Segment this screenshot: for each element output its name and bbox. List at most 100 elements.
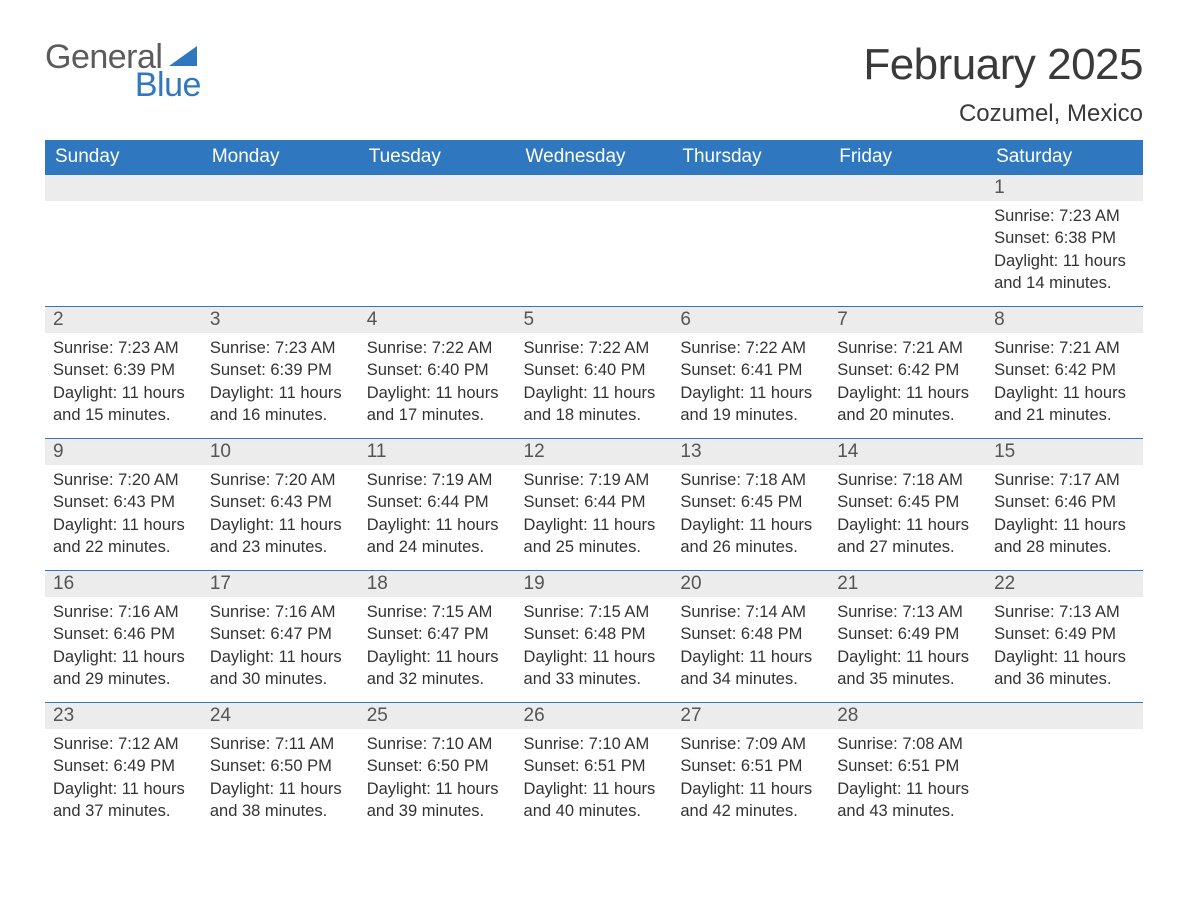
day-body: [672, 201, 829, 261]
day-cell: 6Sunrise: 7:22 AMSunset: 6:41 PMDaylight…: [672, 307, 829, 439]
day-body: Sunrise: 7:22 AMSunset: 6:40 PMDaylight:…: [516, 333, 673, 434]
sunset-line: Sunset: 6:46 PM: [53, 623, 194, 645]
day-body: Sunrise: 7:09 AMSunset: 6:51 PMDaylight:…: [672, 729, 829, 830]
day-body: Sunrise: 7:19 AMSunset: 6:44 PMDaylight:…: [359, 465, 516, 566]
sunrise-line: Sunrise: 7:16 AM: [210, 601, 351, 623]
daylight-line: Daylight: 11 hours and 18 minutes.: [524, 382, 665, 427]
sail-icon: [169, 44, 201, 68]
daylight-line: Daylight: 11 hours and 35 minutes.: [837, 646, 978, 691]
sunrise-line: Sunrise: 7:22 AM: [680, 337, 821, 359]
sunset-line: Sunset: 6:40 PM: [524, 359, 665, 381]
day-number: 13: [672, 439, 829, 465]
daylight-line: Daylight: 11 hours and 17 minutes.: [367, 382, 508, 427]
day-number: 20: [672, 571, 829, 597]
calendar-table: Sunday Monday Tuesday Wednesday Thursday…: [45, 140, 1143, 835]
day-cell: 22Sunrise: 7:13 AMSunset: 6:49 PMDayligh…: [986, 571, 1143, 703]
weekday-header: Monday: [202, 140, 359, 175]
daylight-line: Daylight: 11 hours and 21 minutes.: [994, 382, 1135, 427]
day-cell: 20Sunrise: 7:14 AMSunset: 6:48 PMDayligh…: [672, 571, 829, 703]
sunrise-line: Sunrise: 7:20 AM: [210, 469, 351, 491]
day-body: Sunrise: 7:14 AMSunset: 6:48 PMDaylight:…: [672, 597, 829, 698]
day-number: [359, 175, 516, 201]
day-number: 16: [45, 571, 202, 597]
day-body: Sunrise: 7:20 AMSunset: 6:43 PMDaylight:…: [45, 465, 202, 566]
day-number: 17: [202, 571, 359, 597]
weekday-header: Thursday: [672, 140, 829, 175]
day-cell: 26Sunrise: 7:10 AMSunset: 6:51 PMDayligh…: [516, 703, 673, 835]
daylight-line: Daylight: 11 hours and 36 minutes.: [994, 646, 1135, 691]
day-number: [516, 175, 673, 201]
day-body: Sunrise: 7:16 AMSunset: 6:47 PMDaylight:…: [202, 597, 359, 698]
day-number: 11: [359, 439, 516, 465]
sunset-line: Sunset: 6:49 PM: [837, 623, 978, 645]
day-number: 6: [672, 307, 829, 333]
sunset-line: Sunset: 6:51 PM: [680, 755, 821, 777]
day-cell: 14Sunrise: 7:18 AMSunset: 6:45 PMDayligh…: [829, 439, 986, 571]
day-body: Sunrise: 7:11 AMSunset: 6:50 PMDaylight:…: [202, 729, 359, 830]
day-body: Sunrise: 7:23 AMSunset: 6:38 PMDaylight:…: [986, 201, 1143, 302]
sunset-line: Sunset: 6:47 PM: [367, 623, 508, 645]
day-cell: 13Sunrise: 7:18 AMSunset: 6:45 PMDayligh…: [672, 439, 829, 571]
week-row: 9Sunrise: 7:20 AMSunset: 6:43 PMDaylight…: [45, 439, 1143, 571]
daylight-line: Daylight: 11 hours and 29 minutes.: [53, 646, 194, 691]
day-body: [829, 201, 986, 261]
day-body: Sunrise: 7:20 AMSunset: 6:43 PMDaylight:…: [202, 465, 359, 566]
daylight-line: Daylight: 11 hours and 23 minutes.: [210, 514, 351, 559]
day-cell: 15Sunrise: 7:17 AMSunset: 6:46 PMDayligh…: [986, 439, 1143, 571]
day-number: 21: [829, 571, 986, 597]
weekday-header: Sunday: [45, 140, 202, 175]
day-number: 15: [986, 439, 1143, 465]
daylight-line: Daylight: 11 hours and 24 minutes.: [367, 514, 508, 559]
day-number: 19: [516, 571, 673, 597]
sunrise-line: Sunrise: 7:19 AM: [367, 469, 508, 491]
day-number: [672, 175, 829, 201]
daylight-line: Daylight: 11 hours and 14 minutes.: [994, 250, 1135, 295]
day-body: [986, 729, 1143, 789]
day-body: Sunrise: 7:19 AMSunset: 6:44 PMDaylight:…: [516, 465, 673, 566]
week-row: 1Sunrise: 7:23 AMSunset: 6:38 PMDaylight…: [45, 175, 1143, 307]
day-number: 9: [45, 439, 202, 465]
sunrise-line: Sunrise: 7:13 AM: [837, 601, 978, 623]
day-number: 22: [986, 571, 1143, 597]
daylight-line: Daylight: 11 hours and 30 minutes.: [210, 646, 351, 691]
day-body: Sunrise: 7:23 AMSunset: 6:39 PMDaylight:…: [45, 333, 202, 434]
day-body: [202, 201, 359, 261]
sunset-line: Sunset: 6:51 PM: [837, 755, 978, 777]
day-cell: 17Sunrise: 7:16 AMSunset: 6:47 PMDayligh…: [202, 571, 359, 703]
day-cell: [45, 175, 202, 307]
weekday-header-row: Sunday Monday Tuesday Wednesday Thursday…: [45, 140, 1143, 175]
sunrise-line: Sunrise: 7:21 AM: [994, 337, 1135, 359]
sunset-line: Sunset: 6:48 PM: [524, 623, 665, 645]
sunset-line: Sunset: 6:39 PM: [53, 359, 194, 381]
day-cell: 11Sunrise: 7:19 AMSunset: 6:44 PMDayligh…: [359, 439, 516, 571]
sunrise-line: Sunrise: 7:23 AM: [53, 337, 194, 359]
sunset-line: Sunset: 6:38 PM: [994, 227, 1135, 249]
day-body: Sunrise: 7:08 AMSunset: 6:51 PMDaylight:…: [829, 729, 986, 830]
day-number: 27: [672, 703, 829, 729]
day-number: 4: [359, 307, 516, 333]
day-number: 26: [516, 703, 673, 729]
day-number: 8: [986, 307, 1143, 333]
day-number: 7: [829, 307, 986, 333]
sunset-line: Sunset: 6:42 PM: [837, 359, 978, 381]
sunrise-line: Sunrise: 7:12 AM: [53, 733, 194, 755]
brand-logo: General Blue: [45, 40, 201, 102]
daylight-line: Daylight: 11 hours and 19 minutes.: [680, 382, 821, 427]
week-row: 2Sunrise: 7:23 AMSunset: 6:39 PMDaylight…: [45, 307, 1143, 439]
daylight-line: Daylight: 11 hours and 40 minutes.: [524, 778, 665, 823]
sunset-line: Sunset: 6:45 PM: [680, 491, 821, 513]
day-cell: 25Sunrise: 7:10 AMSunset: 6:50 PMDayligh…: [359, 703, 516, 835]
day-body: [516, 201, 673, 261]
day-body: Sunrise: 7:22 AMSunset: 6:41 PMDaylight:…: [672, 333, 829, 434]
month-title: February 2025: [863, 40, 1143, 90]
day-body: Sunrise: 7:18 AMSunset: 6:45 PMDaylight:…: [672, 465, 829, 566]
day-body: Sunrise: 7:22 AMSunset: 6:40 PMDaylight:…: [359, 333, 516, 434]
day-cell: 4Sunrise: 7:22 AMSunset: 6:40 PMDaylight…: [359, 307, 516, 439]
day-number: 23: [45, 703, 202, 729]
day-number: 28: [829, 703, 986, 729]
day-body: Sunrise: 7:10 AMSunset: 6:51 PMDaylight:…: [516, 729, 673, 830]
sunrise-line: Sunrise: 7:10 AM: [367, 733, 508, 755]
sunset-line: Sunset: 6:46 PM: [994, 491, 1135, 513]
sunset-line: Sunset: 6:45 PM: [837, 491, 978, 513]
weekday-header: Friday: [829, 140, 986, 175]
